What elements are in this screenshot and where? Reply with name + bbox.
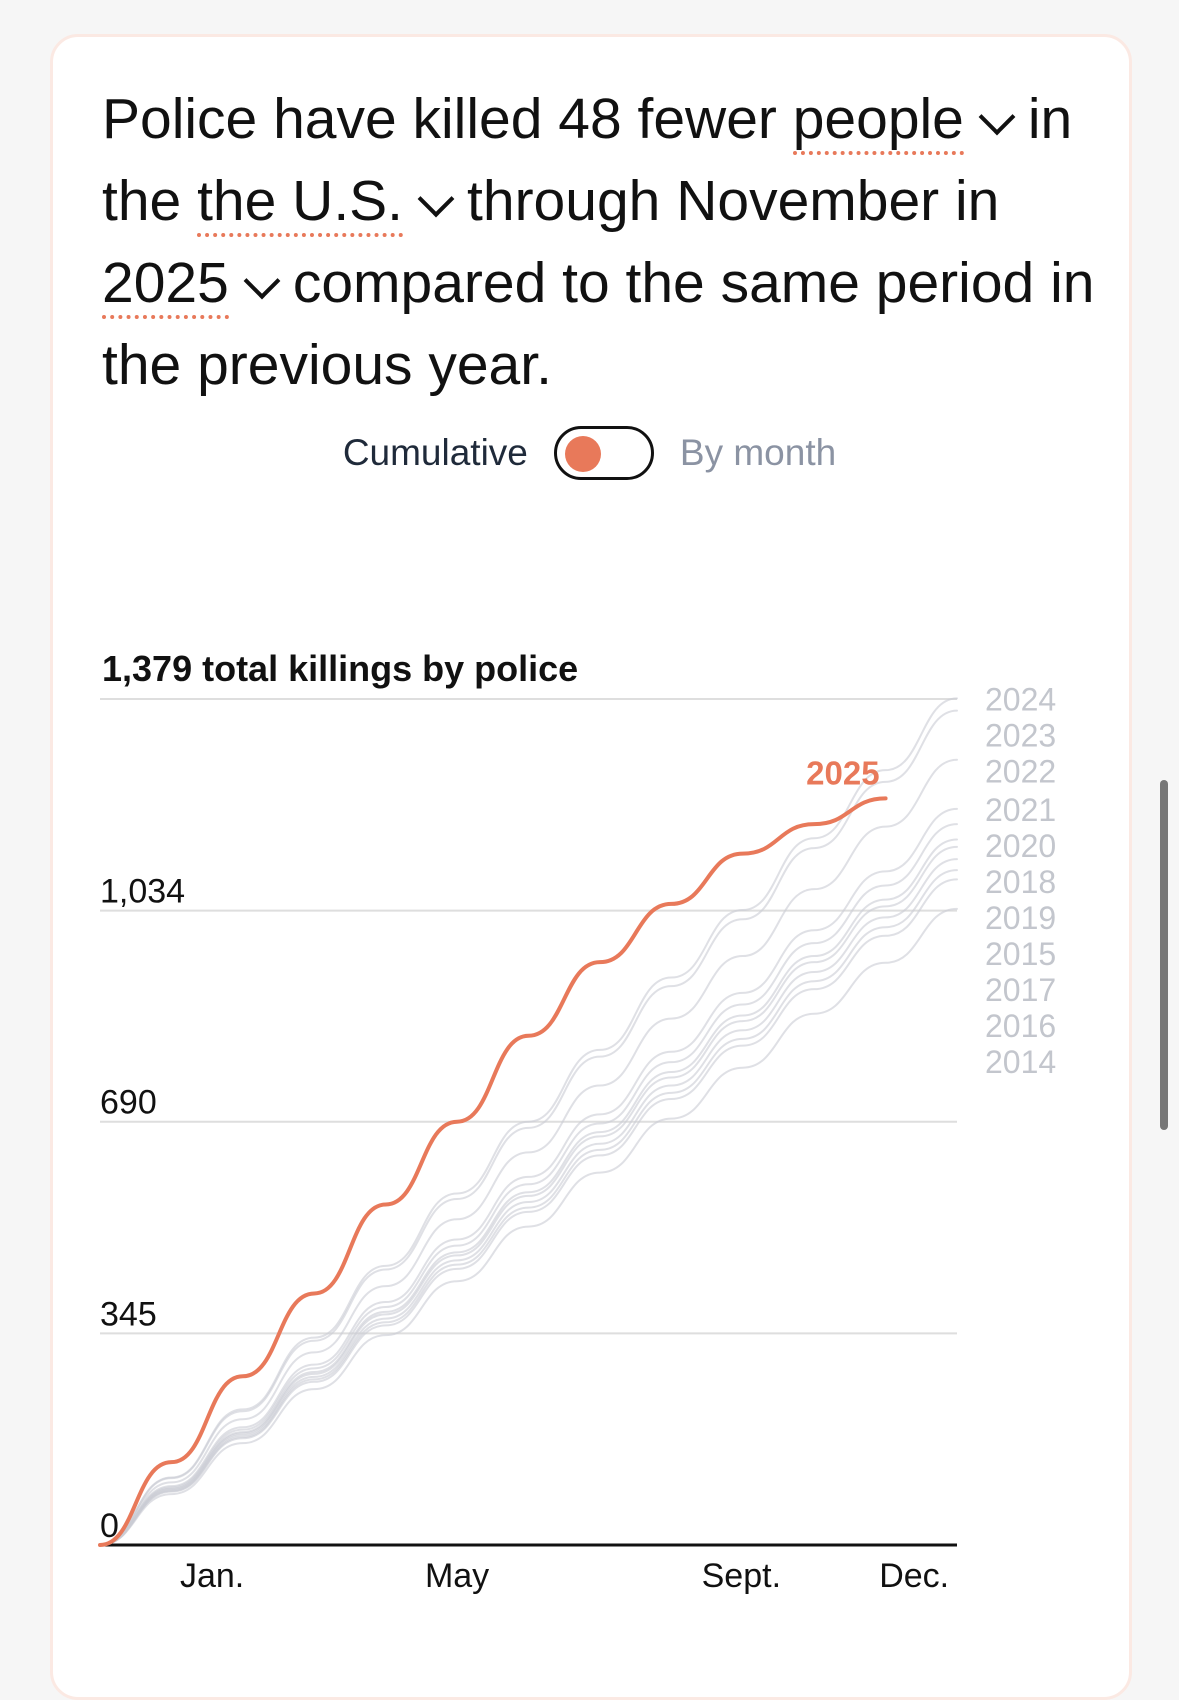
series-label-2016: 2016: [985, 1008, 1056, 1044]
series-label-2025: 2025: [806, 754, 879, 791]
series-label-2017: 2017: [985, 972, 1056, 1008]
view-toggle: Cumulative By month: [0, 426, 1179, 480]
series-line-2016: [99, 878, 958, 1546]
series-label-2014: 2014: [985, 1044, 1056, 1080]
series-line-2025: [98, 796, 888, 1547]
subject-dropdown[interactable]: people: [792, 87, 964, 155]
x-tick-label: Dec.: [879, 1557, 949, 1595]
series-label-2020: 2020: [985, 828, 1056, 864]
series-line-2020: [99, 823, 958, 1546]
headline-text: November in: [676, 169, 1000, 233]
headline-text: Police have killed 48 fewer: [102, 87, 777, 151]
y-tick-label: 0: [100, 1507, 119, 1545]
headline: Police have killed 48 fewer people in the…: [102, 78, 1102, 406]
year-dropdown[interactable]: 2025: [102, 251, 229, 319]
series-line-2021: [99, 807, 958, 1546]
series-line-2018: [99, 838, 958, 1546]
headline-text: compared to the same period in the previ…: [102, 251, 1095, 397]
switch-knob: [564, 436, 601, 472]
by-month-label[interactable]: By month: [679, 432, 837, 473]
series-line-2024: [99, 697, 958, 1546]
series-line-2023: [99, 709, 958, 1546]
series-line-2017: [99, 869, 958, 1546]
series-line-2019: [99, 845, 958, 1546]
series-label-2024: 2024: [985, 681, 1056, 717]
headline-text: through: [467, 169, 661, 233]
location-dropdown[interactable]: the U.S.: [197, 169, 404, 237]
series-label-2019: 2019: [985, 900, 1056, 936]
headline-text: in the: [102, 87, 1073, 233]
view-switch[interactable]: [553, 426, 654, 480]
series-line-2022: [99, 758, 958, 1546]
line-chart: 0 345 690 1,034 Jan. May Sept. Dec. 202420232022…: [98, 681, 1056, 1595]
x-tick-label: Sept.: [702, 1557, 781, 1595]
y-tick-label: 690: [100, 1084, 157, 1122]
chart-title: 1,379 total killings by police: [102, 648, 579, 689]
series-label-2021: 2021: [985, 792, 1056, 828]
y-tick-label: 345: [100, 1295, 157, 1333]
series-line-2015: [99, 858, 958, 1546]
series-label-2023: 2023: [985, 717, 1056, 753]
scrollbar[interactable]: [1160, 780, 1168, 1130]
y-tick-label: 1,034: [100, 873, 185, 911]
x-tick-label: Jan.: [180, 1557, 244, 1595]
series-label-2015: 2015: [985, 936, 1056, 972]
series-line-2014: [99, 907, 958, 1546]
header-area: Police have killed 48 fewer people in the…: [102, 78, 1102, 480]
series-label-2022: 2022: [985, 753, 1056, 789]
series-label-2018: 2018: [985, 864, 1056, 900]
x-tick-label: May: [425, 1557, 489, 1595]
cumulative-label[interactable]: Cumulative: [342, 432, 528, 473]
